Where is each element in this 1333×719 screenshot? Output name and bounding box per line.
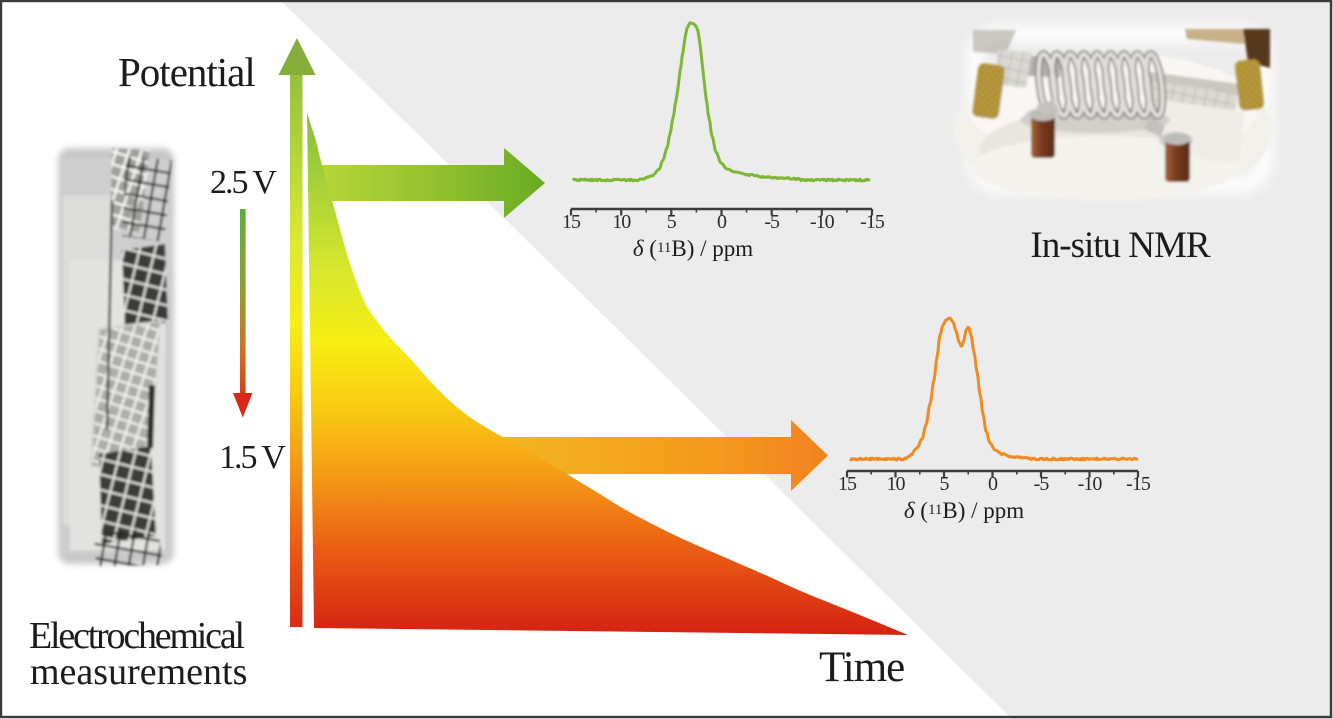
svg-text:10: 10: [612, 211, 631, 233]
svg-text:Electrochemical: Electrochemical: [29, 615, 244, 657]
svg-text:-15: -15: [1126, 473, 1151, 495]
svg-text:δ (11B) / ppm: δ (11B) / ppm: [904, 498, 1024, 523]
svg-text:In-situ NMR: In-situ NMR: [1030, 225, 1210, 266]
svg-text:5: 5: [667, 211, 677, 233]
svg-text:0: 0: [717, 211, 727, 233]
svg-text:-10: -10: [1078, 473, 1103, 495]
svg-text:15: 15: [838, 473, 857, 495]
svg-text:2.5 V: 2.5 V: [210, 164, 277, 201]
svg-text:10: 10: [887, 473, 906, 495]
svg-text:1.5 V: 1.5 V: [219, 439, 286, 476]
svg-text:0: 0: [988, 473, 998, 495]
svg-text:δ (11B) / ppm: δ (11B) / ppm: [633, 236, 753, 261]
svg-text:Potential: Potential: [118, 49, 255, 95]
svg-text:5: 5: [940, 473, 950, 495]
svg-text:-10: -10: [810, 211, 835, 233]
svg-text:-5: -5: [764, 211, 780, 233]
svg-text:measurements: measurements: [30, 651, 247, 693]
svg-text:Time: Time: [819, 644, 904, 691]
svg-text:-15: -15: [860, 211, 885, 233]
svg-text:15: 15: [562, 211, 581, 233]
svg-text:-5: -5: [1034, 473, 1050, 495]
